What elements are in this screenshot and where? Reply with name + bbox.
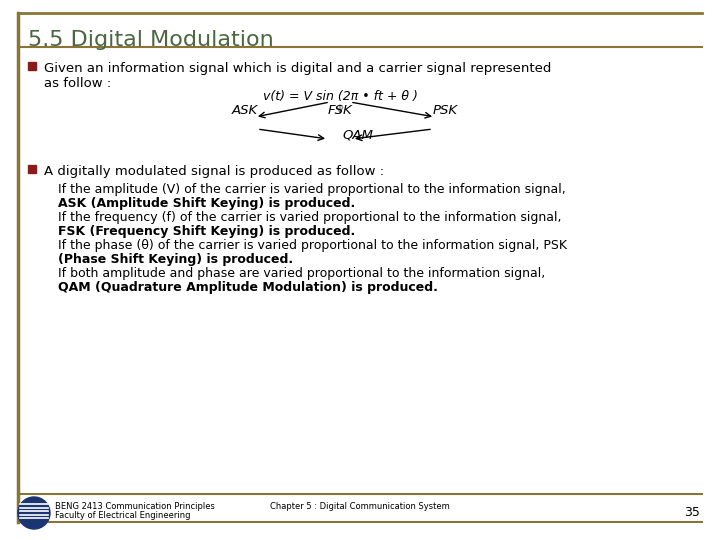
Text: If both amplitude and phase are varied proportional to the information signal,: If both amplitude and phase are varied p…: [58, 267, 545, 280]
Bar: [44, 212, 50, 218]
Bar: [28, 62, 36, 70]
Text: If the amplitude (V) of the carrier is varied proportional to the information si: If the amplitude (V) of the carrier is v…: [58, 183, 566, 196]
Text: QAM: QAM: [342, 128, 373, 141]
Text: A digitally modulated signal is produced as follow :: A digitally modulated signal is produced…: [44, 165, 384, 178]
Text: PSK: PSK: [433, 104, 458, 117]
Text: v(t) = V sin (2π • ft + θ ): v(t) = V sin (2π • ft + θ ): [263, 90, 418, 103]
Bar: [44, 184, 50, 190]
Text: FSK (Frequency Shift Keying) is produced.: FSK (Frequency Shift Keying) is produced…: [58, 225, 355, 238]
Text: FSK: FSK: [328, 104, 352, 117]
Text: 35: 35: [684, 506, 700, 519]
Bar: [28, 165, 36, 173]
Text: Given an information signal which is digital and a carrier signal represented: Given an information signal which is dig…: [44, 62, 552, 75]
Text: Faculty of Electrical Engineering: Faculty of Electrical Engineering: [55, 511, 191, 520]
Bar: [44, 240, 50, 246]
Text: (Phase Shift Keying) is produced.: (Phase Shift Keying) is produced.: [58, 253, 293, 266]
Text: ASK (Amplitude Shift Keying) is produced.: ASK (Amplitude Shift Keying) is produced…: [58, 197, 355, 210]
Bar: [44, 268, 50, 274]
Text: If the frequency (f) of the carrier is varied proportional to the information si: If the frequency (f) of the carrier is v…: [58, 211, 562, 224]
Circle shape: [18, 497, 50, 529]
Text: QAM (Quadrature Amplitude Modulation) is produced.: QAM (Quadrature Amplitude Modulation) is…: [58, 280, 438, 294]
Text: Chapter 5 : Digital Communication System: Chapter 5 : Digital Communication System: [270, 502, 450, 511]
Text: as follow :: as follow :: [44, 77, 112, 90]
Text: BENG 2413 Communication Principles: BENG 2413 Communication Principles: [55, 502, 215, 511]
Text: ASK: ASK: [232, 104, 258, 117]
Text: 5.5 Digital Modulation: 5.5 Digital Modulation: [28, 30, 274, 50]
Text: If the phase (θ) of the carrier is varied proportional to the information signal: If the phase (θ) of the carrier is varie…: [58, 239, 567, 252]
